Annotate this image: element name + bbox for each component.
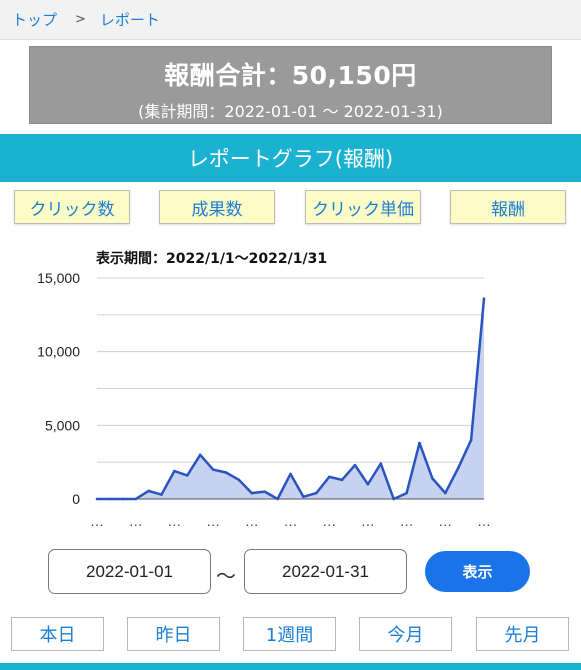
aggregation-period: (集計期間：2022-01-01 〜 2022-01-31) <box>138 102 443 121</box>
range-button-last-month[interactable]: 先月 <box>476 617 569 651</box>
data-point <box>392 497 396 501</box>
data-point <box>121 497 125 501</box>
data-point <box>224 471 228 474</box>
data-point <box>237 478 241 482</box>
bottom-accent-strip <box>0 663 581 670</box>
data-point <box>186 474 189 477</box>
x-tick-label: … <box>477 513 491 529</box>
x-tick-label: … <box>284 513 298 529</box>
x-tick-label: … <box>361 513 375 529</box>
date-range-separator: 〜 <box>216 564 236 588</box>
show-button[interactable]: 表示 <box>425 551 530 592</box>
range-button-this-month[interactable]: 今月 <box>359 617 452 651</box>
breadcrumb: トップ > レポート <box>0 0 581 40</box>
end-date-input[interactable] <box>244 549 407 594</box>
data-point <box>327 475 331 479</box>
data-point <box>276 497 279 501</box>
data-point <box>405 491 408 495</box>
data-point <box>353 463 357 467</box>
metric-button-conversions[interactable]: 成果数 <box>159 190 275 224</box>
breadcrumb-separator: > <box>75 12 86 27</box>
range-button-yesterday[interactable]: 昨日 <box>127 617 220 651</box>
data-point <box>263 490 267 493</box>
data-point <box>160 493 163 496</box>
x-tick-label: … <box>400 513 414 529</box>
start-date-input[interactable] <box>48 549 211 594</box>
data-point <box>198 453 202 457</box>
data-point <box>482 297 486 300</box>
data-point <box>456 466 460 470</box>
chart-period-label: 表示期間：2022/1/1〜2022/1/31 <box>96 251 328 267</box>
data-point <box>108 497 112 501</box>
section-title-bar: レポートグラフ(報酬) <box>0 134 581 182</box>
x-tick-label: … <box>129 513 143 529</box>
breadcrumb-report-link[interactable]: レポート <box>99 11 160 29</box>
data-point <box>250 491 254 495</box>
data-point <box>173 469 176 473</box>
x-tick-label: … <box>90 513 104 529</box>
y-tick-label: 15,000 <box>37 270 80 286</box>
range-button-today[interactable]: 本日 <box>11 617 104 651</box>
x-tick-label: … <box>167 513 181 529</box>
y-tick-label: 0 <box>72 491 80 507</box>
section-title: レポートグラフ(報酬) <box>187 147 394 171</box>
series-area <box>97 298 484 499</box>
data-point <box>315 491 318 495</box>
x-tick-label: … <box>206 513 220 529</box>
reward-total-box: 報酬合計：50,150円 (集計期間：2022-01-01 〜 2022-01-… <box>29 46 552 124</box>
data-point <box>134 497 137 501</box>
data-point <box>418 441 421 445</box>
x-tick-label: … <box>322 513 336 529</box>
x-tick-label: … <box>245 513 259 529</box>
metric-button-cpc[interactable]: クリック単価 <box>305 190 421 224</box>
metric-button-reward[interactable]: 報酬 <box>450 190 566 224</box>
data-point <box>379 462 383 465</box>
data-point <box>366 482 370 486</box>
y-tick-label: 5,000 <box>45 417 80 433</box>
data-point <box>340 478 344 482</box>
data-point <box>289 472 292 476</box>
range-button-week[interactable]: 1週間 <box>243 617 336 651</box>
x-tick-label: … <box>438 513 452 529</box>
data-point <box>444 491 447 495</box>
data-point <box>431 477 434 480</box>
data-point <box>147 489 150 493</box>
reward-chart: 0 5,000 10,000 15,000 … … … … … … … … … … … <box>37 270 491 529</box>
data-point <box>211 468 215 471</box>
data-point <box>95 497 99 501</box>
data-point <box>302 495 305 499</box>
data-point <box>469 438 473 442</box>
reward-total: 報酬合計：50,150円 <box>164 61 417 90</box>
y-tick-label: 10,000 <box>37 344 80 360</box>
metric-button-clicks[interactable]: クリック数 <box>14 190 130 224</box>
breadcrumb-home-link[interactable]: トップ <box>12 11 58 29</box>
